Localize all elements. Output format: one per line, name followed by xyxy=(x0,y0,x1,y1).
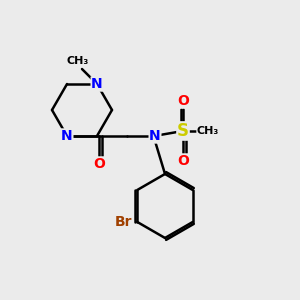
Text: O: O xyxy=(177,154,189,168)
Text: CH₃: CH₃ xyxy=(197,126,219,136)
Text: Br: Br xyxy=(115,215,132,229)
Text: O: O xyxy=(93,157,105,171)
Text: N: N xyxy=(149,129,161,143)
Text: N: N xyxy=(61,129,73,143)
Text: CH₃: CH₃ xyxy=(67,56,89,66)
Text: S: S xyxy=(177,122,189,140)
Text: O: O xyxy=(177,94,189,108)
Text: N: N xyxy=(91,77,103,91)
